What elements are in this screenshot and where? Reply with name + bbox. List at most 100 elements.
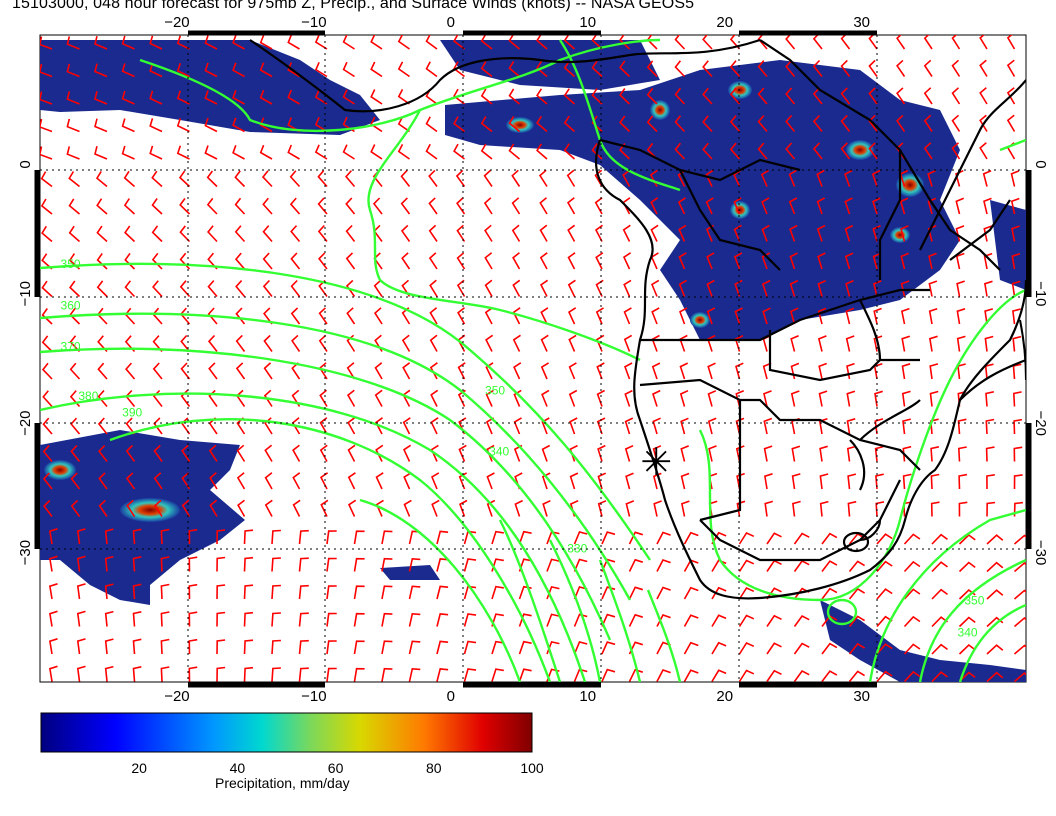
wind-barb bbox=[98, 444, 108, 462]
wind-barb bbox=[868, 87, 878, 105]
wind-barb bbox=[766, 532, 782, 545]
wind-barb bbox=[76, 583, 86, 600]
axis-tick-labels: −20 −20 −10 −10 0 0 10 10 20 20 30 30 0 0 −10 −10 −20 −20… bbox=[17, 14, 1049, 705]
wind-barb bbox=[541, 389, 550, 407]
wind-barb bbox=[289, 170, 301, 188]
wind-barb bbox=[40, 118, 53, 133]
wind-barb bbox=[929, 363, 939, 380]
wind-barb bbox=[511, 224, 521, 242]
wind-barb bbox=[735, 445, 745, 462]
wind-barb bbox=[209, 472, 218, 490]
wind-barb bbox=[595, 307, 604, 325]
wind-barb bbox=[491, 530, 504, 545]
wind-barb bbox=[234, 170, 246, 188]
wind-barb bbox=[381, 585, 393, 600]
wind-barb bbox=[381, 612, 393, 627]
wind-barb bbox=[845, 335, 855, 352]
wind-barb bbox=[486, 472, 495, 490]
wind-barb bbox=[370, 144, 383, 160]
wind-barb bbox=[160, 583, 170, 600]
wind-barb bbox=[793, 614, 810, 627]
wind-barb bbox=[132, 666, 142, 682]
wind-barb bbox=[563, 88, 576, 105]
wind-barb bbox=[264, 417, 273, 435]
wind-barb bbox=[216, 639, 226, 655]
wind-barb bbox=[928, 280, 938, 297]
wind-barb bbox=[761, 197, 770, 215]
wind-barb bbox=[428, 224, 438, 242]
wind-barb bbox=[216, 666, 226, 682]
wind-barb bbox=[951, 87, 961, 105]
wind-barb bbox=[1012, 335, 1022, 352]
wind-barb bbox=[292, 472, 301, 490]
wind-barb bbox=[429, 334, 438, 352]
wind-barb bbox=[896, 114, 906, 132]
wind-barb bbox=[846, 445, 856, 462]
wind-barb bbox=[591, 88, 603, 105]
wind-barb bbox=[546, 558, 560, 572]
wind-barb bbox=[958, 533, 976, 545]
wind-barb bbox=[757, 115, 768, 133]
wind-barb bbox=[68, 171, 80, 188]
wind-barb bbox=[125, 362, 136, 380]
wind-barb bbox=[761, 252, 771, 270]
wind-barb bbox=[702, 142, 713, 160]
wind-barb bbox=[958, 616, 976, 628]
wind-barb bbox=[903, 588, 921, 600]
lon-tick-label-bottom: −20 bbox=[164, 688, 189, 705]
wind-barb bbox=[729, 142, 741, 160]
wind-barb bbox=[984, 335, 994, 352]
wind-barb bbox=[900, 225, 909, 242]
wind-barb bbox=[400, 224, 411, 242]
colorbar-tick-label: 60 bbox=[327, 760, 344, 776]
wind-barb bbox=[216, 529, 226, 545]
wind-barb bbox=[160, 666, 170, 682]
wind-barb bbox=[735, 390, 745, 407]
wind-barb bbox=[979, 59, 988, 77]
wind-barb bbox=[160, 638, 170, 655]
wind-barb bbox=[151, 225, 163, 243]
wind-barb bbox=[573, 613, 588, 627]
wind-barb bbox=[207, 280, 218, 298]
wind-barb bbox=[951, 142, 961, 160]
wind-barb bbox=[876, 533, 893, 545]
wind-barb bbox=[955, 225, 965, 242]
wind-barb bbox=[485, 334, 494, 352]
wind-barb bbox=[342, 89, 355, 105]
wind-barb bbox=[342, 144, 355, 160]
wind-barb bbox=[68, 225, 81, 243]
wind-barb bbox=[821, 670, 838, 682]
wind-barb bbox=[902, 418, 911, 435]
wind-barb bbox=[793, 532, 810, 545]
wind-barb bbox=[651, 362, 661, 380]
wind-barb bbox=[126, 499, 136, 517]
wind-barb bbox=[983, 280, 993, 297]
wind-barb bbox=[408, 557, 421, 572]
wind-barb bbox=[848, 560, 866, 573]
wind-barb bbox=[264, 499, 273, 517]
wind-barb bbox=[818, 417, 828, 435]
wind-barb bbox=[514, 499, 523, 517]
wind-barb bbox=[538, 169, 548, 187]
wind-barb bbox=[66, 146, 80, 160]
wind-barb bbox=[601, 668, 616, 682]
wind-barb bbox=[930, 501, 940, 517]
wind-barb bbox=[178, 170, 191, 188]
wind-barb bbox=[844, 197, 853, 215]
wind-barb bbox=[375, 444, 384, 462]
wind-barb bbox=[41, 225, 53, 243]
wind-barb bbox=[876, 670, 893, 682]
wind-barb bbox=[541, 472, 551, 490]
wind-barb bbox=[623, 307, 632, 325]
wind-barb bbox=[98, 499, 108, 517]
wind-barb bbox=[403, 472, 412, 490]
wind-barb bbox=[846, 418, 856, 435]
wind-barb bbox=[153, 499, 163, 517]
wind-barb bbox=[513, 362, 522, 380]
wind-barb bbox=[619, 88, 631, 105]
wind-barb bbox=[847, 473, 857, 490]
wind-barb bbox=[735, 417, 745, 435]
wind-barb bbox=[650, 224, 659, 242]
wind-barb bbox=[763, 473, 773, 490]
wind-barb bbox=[766, 614, 782, 627]
